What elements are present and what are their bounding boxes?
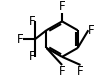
Text: F: F — [28, 15, 35, 28]
Text: F: F — [16, 33, 23, 46]
Text: F: F — [28, 50, 35, 63]
Text: F: F — [59, 0, 65, 13]
Text: F: F — [59, 65, 65, 78]
Text: F: F — [88, 24, 95, 37]
Text: F: F — [77, 65, 84, 78]
